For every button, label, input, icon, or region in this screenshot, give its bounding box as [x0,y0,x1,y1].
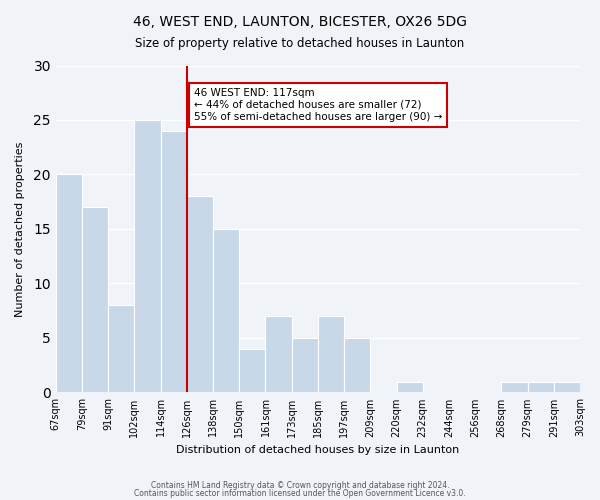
Text: Size of property relative to detached houses in Launton: Size of property relative to detached ho… [136,38,464,51]
Bar [161,131,187,392]
Bar [527,382,554,392]
Bar [108,305,134,392]
X-axis label: Distribution of detached houses by size in Launton: Distribution of detached houses by size … [176,445,460,455]
Bar [82,207,108,392]
Bar [56,174,82,392]
Text: 46 WEST END: 117sqm
← 44% of detached houses are smaller (72)
55% of semi-detach: 46 WEST END: 117sqm ← 44% of detached ho… [194,88,442,122]
Y-axis label: Number of detached properties: Number of detached properties [15,142,25,316]
Bar [265,316,292,392]
Bar [134,120,161,392]
Text: Contains public sector information licensed under the Open Government Licence v3: Contains public sector information licen… [134,488,466,498]
Text: 46, WEST END, LAUNTON, BICESTER, OX26 5DG: 46, WEST END, LAUNTON, BICESTER, OX26 5D… [133,15,467,29]
Bar [344,338,370,392]
Bar [187,196,213,392]
Bar [502,382,527,392]
Bar [554,382,580,392]
Bar [397,382,423,392]
Bar [213,229,239,392]
Bar [292,338,318,392]
Bar [318,316,344,392]
Text: Contains HM Land Registry data © Crown copyright and database right 2024.: Contains HM Land Registry data © Crown c… [151,481,449,490]
Bar [239,349,265,393]
